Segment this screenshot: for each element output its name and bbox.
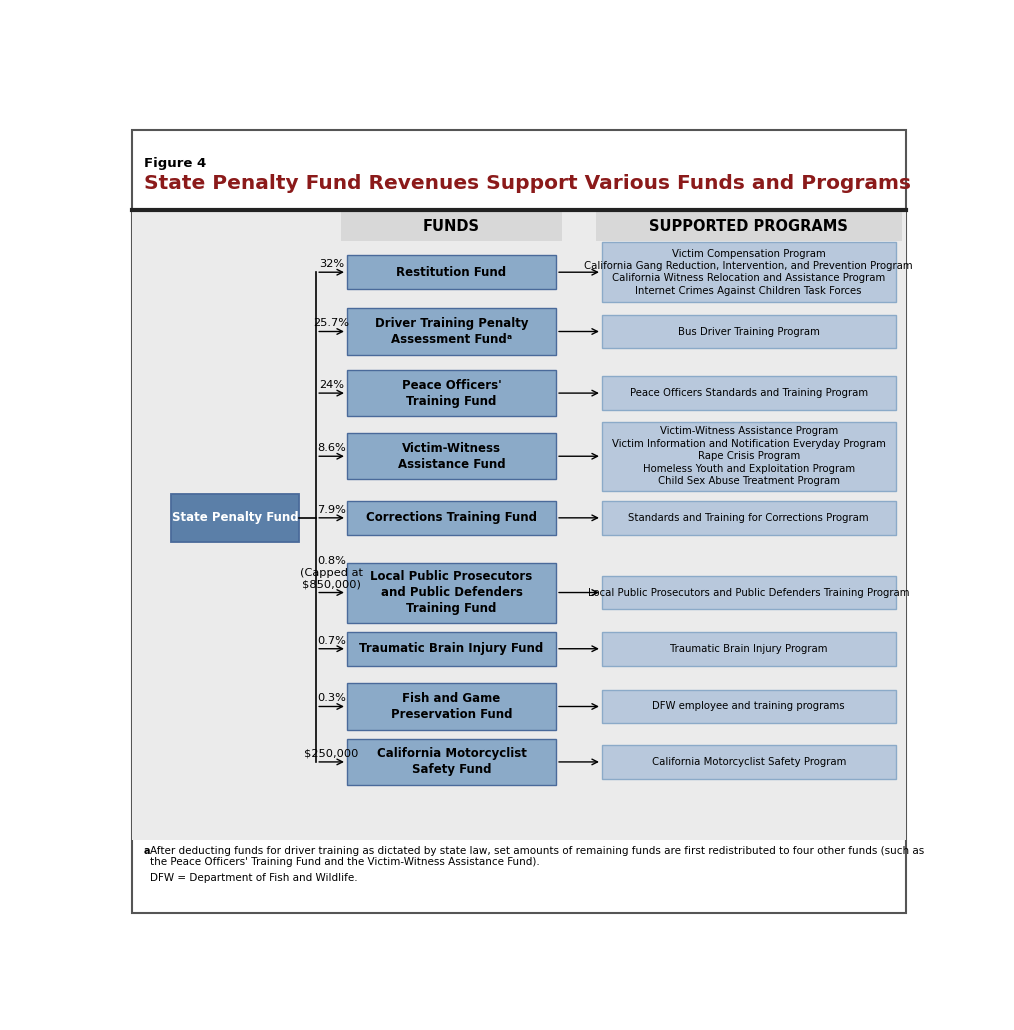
FancyBboxPatch shape	[347, 683, 556, 729]
FancyBboxPatch shape	[347, 255, 556, 289]
FancyBboxPatch shape	[602, 421, 895, 491]
Text: 0.7%: 0.7%	[317, 636, 346, 646]
FancyBboxPatch shape	[602, 314, 895, 348]
Text: 8.6%: 8.6%	[317, 443, 346, 453]
FancyBboxPatch shape	[602, 576, 895, 610]
Text: 0.8%
(Capped at
$850,000): 0.8% (Capped at $850,000)	[300, 556, 363, 589]
FancyBboxPatch shape	[602, 501, 895, 535]
Text: a: a	[144, 846, 150, 856]
Text: Restitution Fund: Restitution Fund	[396, 266, 507, 279]
FancyBboxPatch shape	[595, 211, 901, 241]
Text: Driver Training Penalty
Assessment Fundᵃ: Driver Training Penalty Assessment Fundᵃ	[375, 317, 528, 346]
Text: $250,000: $250,000	[304, 749, 359, 759]
Text: Standards and Training for Corrections Program: Standards and Training for Corrections P…	[629, 513, 869, 523]
FancyBboxPatch shape	[347, 308, 556, 354]
Text: Corrections Training Fund: Corrections Training Fund	[366, 511, 537, 524]
Text: DFW employee and training programs: DFW employee and training programs	[652, 701, 845, 712]
Text: Local Public Prosecutors and Public Defenders Training Program: Local Public Prosecutors and Public Defe…	[588, 587, 910, 597]
Text: State Penalty Fund Revenues Support Various Funds and Programs: State Penalty Fund Revenues Support Vari…	[144, 174, 911, 193]
Text: Figure 4: Figure 4	[144, 157, 206, 170]
Text: Local Public Prosecutors
and Public Defenders
Training Fund: Local Public Prosecutors and Public Defe…	[370, 570, 532, 615]
FancyBboxPatch shape	[347, 739, 556, 785]
FancyBboxPatch shape	[347, 631, 556, 665]
Text: Bus Driver Training Program: Bus Driver Training Program	[677, 327, 819, 337]
Text: California Motorcyclist Safety Program: California Motorcyclist Safety Program	[652, 757, 846, 767]
Text: State Penalty Fund: State Penalty Fund	[172, 511, 298, 524]
FancyBboxPatch shape	[602, 242, 895, 302]
Text: California Motorcyclist
Safety Fund: California Motorcyclist Safety Fund	[376, 748, 526, 777]
Text: DFW = Department of Fish and Wildlife.: DFW = Department of Fish and Wildlife.	[150, 872, 358, 883]
FancyBboxPatch shape	[341, 211, 563, 241]
Text: 7.9%: 7.9%	[317, 505, 346, 515]
Text: 24%: 24%	[319, 380, 344, 390]
Text: Traumatic Brain Injury Program: Traumatic Brain Injury Program	[670, 644, 827, 654]
Text: FUNDS: FUNDS	[423, 218, 480, 234]
Text: 0.3%: 0.3%	[317, 693, 346, 703]
FancyBboxPatch shape	[602, 376, 895, 410]
Text: Traumatic Brain Injury Fund: Traumatic Brain Injury Fund	[359, 643, 544, 655]
Text: Victim-Witness Assistance Program
Victim Information and Notification Everyday P: Victim-Witness Assistance Program Victim…	[611, 426, 885, 486]
Text: Peace Officers Standards and Training Program: Peace Officers Standards and Training Pr…	[630, 388, 868, 399]
Text: After deducting funds for driver training as dictated by state law, set amounts : After deducting funds for driver trainin…	[150, 846, 924, 867]
Text: Victim-Witness
Assistance Fund: Victim-Witness Assistance Fund	[397, 442, 505, 471]
FancyBboxPatch shape	[602, 631, 895, 665]
Text: 25.7%: 25.7%	[313, 318, 350, 329]
Text: SUPPORTED PROGRAMS: SUPPORTED PROGRAMS	[649, 218, 848, 234]
FancyBboxPatch shape	[347, 434, 556, 479]
FancyBboxPatch shape	[347, 501, 556, 535]
Text: Fish and Game
Preservation Fund: Fish and Game Preservation Fund	[390, 692, 512, 721]
FancyBboxPatch shape	[132, 130, 907, 913]
FancyBboxPatch shape	[171, 494, 299, 542]
FancyBboxPatch shape	[347, 562, 556, 622]
Text: 32%: 32%	[319, 260, 344, 269]
FancyBboxPatch shape	[132, 211, 907, 839]
Text: Victim Compensation Program
California Gang Reduction, Intervention, and Prevent: Victim Compensation Program California G…	[584, 248, 913, 296]
Text: Peace Officers'
Training Fund: Peace Officers' Training Fund	[402, 379, 501, 408]
FancyBboxPatch shape	[347, 370, 556, 416]
FancyBboxPatch shape	[602, 745, 895, 779]
FancyBboxPatch shape	[602, 689, 895, 723]
